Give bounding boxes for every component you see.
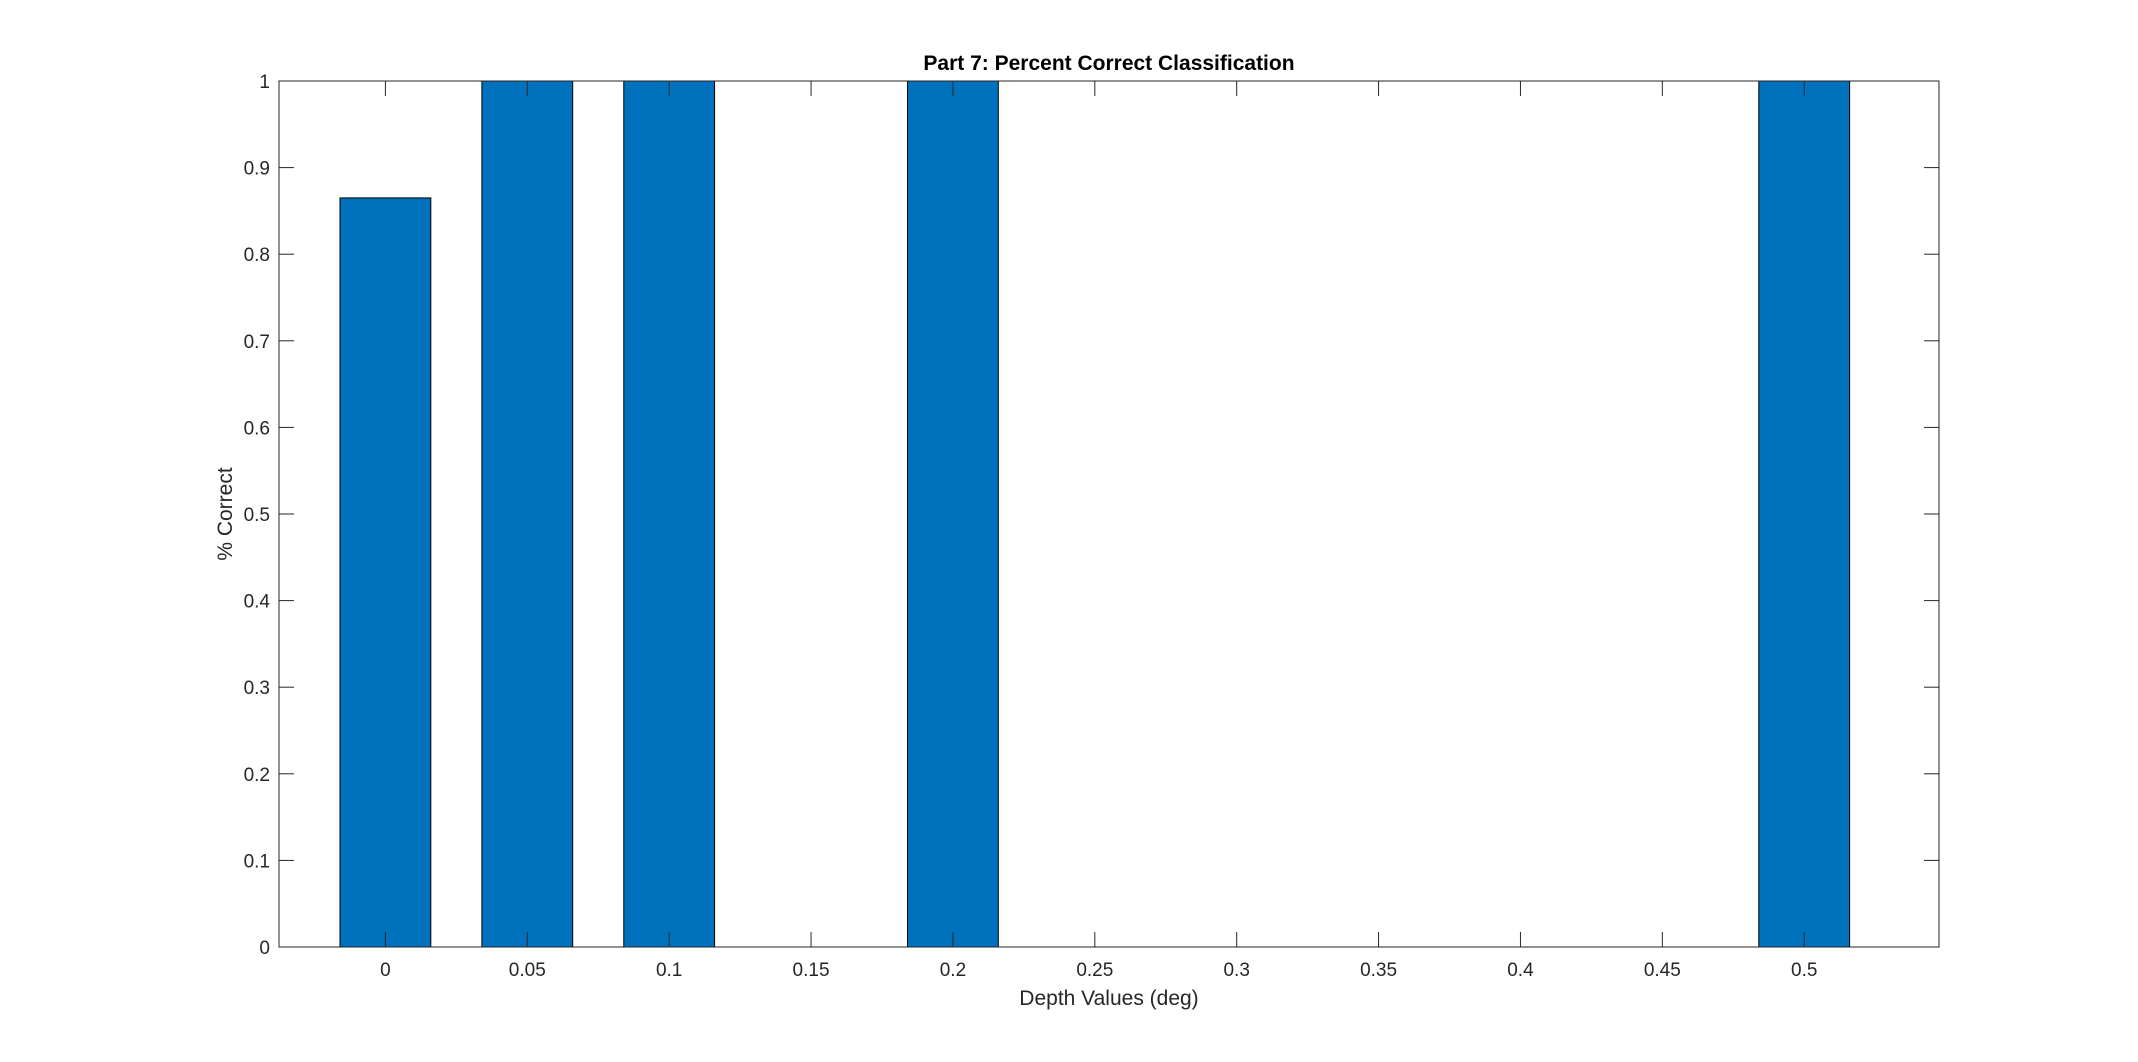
bar <box>481 80 574 948</box>
y-tick-label: 0.3 <box>244 678 270 699</box>
bar <box>623 80 716 948</box>
y-tick-label: 0.8 <box>244 245 270 266</box>
x-tick-label: 0.15 <box>793 960 830 981</box>
y-tick-label: 0 <box>259 938 270 959</box>
y-tick-label: 0.7 <box>244 332 270 353</box>
y-tick-labels: 0 0.1 0.2 0.3 0.4 0.5 0.6 0.7 0.8 0.9 1 <box>244 72 271 959</box>
plot-area: 0 0.05 0.1 0.15 0.2 0.25 0.3 0.35 0.4 0.45 0.5 0 0.… <box>244 72 1940 981</box>
x-tick-label: 0.25 <box>1076 960 1113 981</box>
y-tick-label: 1 <box>259 72 270 93</box>
y-tick-label: 0.9 <box>244 159 270 180</box>
y-tick-label: 0.4 <box>244 592 271 613</box>
bar <box>1758 80 1851 948</box>
y-tick-label: 0.1 <box>244 851 270 872</box>
x-tick-labels: 0 0.05 0.1 0.15 0.2 0.25 0.3 0.35 0.4 0.45 0.5 <box>380 960 1817 981</box>
bar <box>339 197 432 948</box>
x-axis-label: Depth Values (deg) <box>1019 987 1198 1010</box>
axes-box <box>278 80 1940 948</box>
chart-title: Part 7: Percent Correct Classification <box>923 52 1294 75</box>
x-tick-label: 0.4 <box>1507 960 1534 981</box>
x-tick-label: 0.35 <box>1360 960 1397 981</box>
x-tick-label: 0.3 <box>1223 960 1249 981</box>
y-tick-label: 0.6 <box>244 418 270 439</box>
x-tick-label: 0.05 <box>509 960 546 981</box>
y-tick-label: 0.5 <box>244 505 270 526</box>
x-tick-label: 0.45 <box>1644 960 1681 981</box>
x-tick-label: 0.2 <box>940 960 966 981</box>
x-tick-label: 0.1 <box>656 960 682 981</box>
y-tick-label: 0.2 <box>244 765 270 786</box>
bar <box>907 80 999 948</box>
x-tick-label: 0 <box>380 960 391 981</box>
x-tick-label: 0.5 <box>1791 960 1817 981</box>
y-axis-label: % Correct <box>214 467 237 561</box>
